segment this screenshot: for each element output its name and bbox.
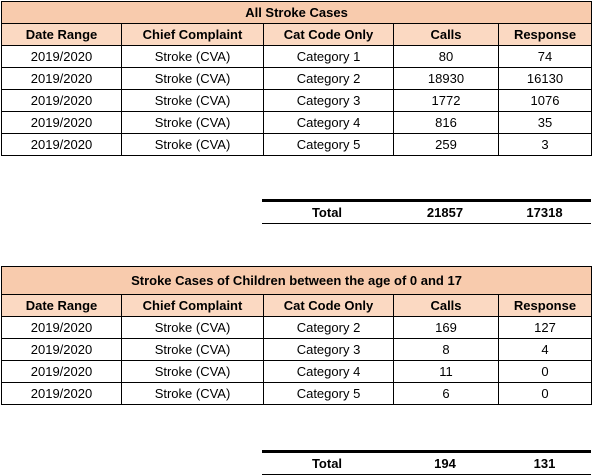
cell: 2019/2020 — [1, 316, 122, 339]
cell: Category 2 — [263, 67, 394, 90]
total-value: 17318 — [498, 199, 591, 224]
total-value: 194 — [392, 450, 498, 475]
total-value: 21857 — [392, 199, 498, 224]
cell: 2019/2020 — [1, 111, 122, 134]
cell: 16130 — [497, 67, 593, 90]
total-table: Total 194 131 — [262, 450, 591, 475]
cell: 2019/2020 — [1, 89, 122, 112]
column-header: Date Range — [1, 23, 122, 46]
data-row: 2019/2020 Stroke (CVA) Category 2 18930 1613… — [1, 67, 593, 90]
data-row: 2019/2020 Stroke (CVA) Category 5 259 3 — [1, 133, 593, 156]
title-row: All Stroke Cases — [0, 1, 593, 24]
table-title: All Stroke Cases — [0, 1, 593, 24]
cell: 259 — [393, 133, 499, 156]
cell: Category 2 — [263, 316, 394, 339]
cell: Category 5 — [263, 133, 394, 156]
total-label: Total — [262, 450, 392, 475]
cell: 80 — [393, 45, 499, 68]
cell: 6 — [393, 382, 499, 405]
cell: 2019/2020 — [1, 45, 122, 68]
header-row: Date Range Chief Complaint Cat Code Only Ca… — [1, 294, 592, 317]
cell: 3 — [497, 133, 593, 156]
cell: 0 — [498, 360, 592, 383]
cell: 1076 — [497, 89, 593, 112]
data-row: 2019/2020 Stroke (CVA) Category 3 1772 1076 — [1, 89, 593, 112]
cell: Category 5 — [263, 382, 394, 405]
cell: 18930 — [393, 67, 499, 90]
cell: 2019/2020 — [1, 67, 122, 90]
cell: 816 — [393, 111, 499, 134]
column-header: Cat Code Only — [263, 23, 394, 46]
column-header: Response — [498, 294, 592, 317]
cell: Category 3 — [263, 89, 394, 112]
cell: 2019/2020 — [1, 338, 122, 361]
cell: Stroke (CVA) — [121, 89, 264, 112]
table: All Stroke Cases Date Range Chief Complain… — [0, 1, 593, 156]
total-row: Total 194 131 — [262, 450, 591, 475]
table: Stroke Cases of Children between the age… — [1, 266, 592, 405]
column-header: Response — [497, 23, 593, 46]
data-row: 2019/2020 Stroke (CVA) Category 1 80 74 — [1, 45, 593, 68]
cell: Stroke (CVA) — [121, 338, 264, 361]
cell: Stroke (CVA) — [121, 133, 264, 156]
cell: Stroke (CVA) — [121, 111, 264, 134]
column-header: Chief Complaint — [121, 294, 264, 317]
cell: 11 — [393, 360, 499, 383]
total-label: Total — [262, 199, 392, 224]
cell: 2019/2020 — [1, 133, 122, 156]
cell: Category 4 — [263, 111, 394, 134]
cell: 8 — [393, 338, 499, 361]
column-header: Date Range — [1, 294, 122, 317]
title-row: Stroke Cases of Children between the age… — [1, 266, 592, 295]
cell: Stroke (CVA) — [121, 67, 264, 90]
table-title: Stroke Cases of Children between the age… — [1, 266, 592, 295]
cell: Stroke (CVA) — [121, 316, 264, 339]
header-row: Date Range Chief Complaint Cat Code Only Ca… — [1, 23, 593, 46]
data-row: 2019/2020 Stroke (CVA) Category 4 11 0 — [1, 360, 592, 383]
data-row: 2019/2020 Stroke (CVA) Category 4 816 35 — [1, 111, 593, 134]
cell: 127 — [498, 316, 592, 339]
data-row: 2019/2020 Stroke (CVA) Category 2 169 127 — [1, 316, 592, 339]
cell: 74 — [497, 45, 593, 68]
cell: Category 1 — [263, 45, 394, 68]
cell: Stroke (CVA) — [121, 45, 264, 68]
cell: Stroke (CVA) — [121, 360, 264, 383]
column-header: Calls — [393, 294, 499, 317]
column-header: Cat Code Only — [263, 294, 394, 317]
cell: 2019/2020 — [1, 360, 122, 383]
cell: 35 — [497, 111, 593, 134]
cell: Category 4 — [263, 360, 394, 383]
cell: 0 — [498, 382, 592, 405]
cell: 2019/2020 — [1, 382, 122, 405]
cell: 4 — [498, 338, 592, 361]
cell: Stroke (CVA) — [121, 382, 264, 405]
total-value: 131 — [498, 450, 591, 475]
total-table: Total 21857 17318 — [262, 199, 591, 224]
column-header: Calls — [393, 23, 499, 46]
cell: 169 — [393, 316, 499, 339]
column-header: Chief Complaint — [121, 23, 264, 46]
cell: Category 3 — [263, 338, 394, 361]
total-row: Total 21857 17318 — [262, 199, 591, 224]
cell: 1772 — [393, 89, 499, 112]
